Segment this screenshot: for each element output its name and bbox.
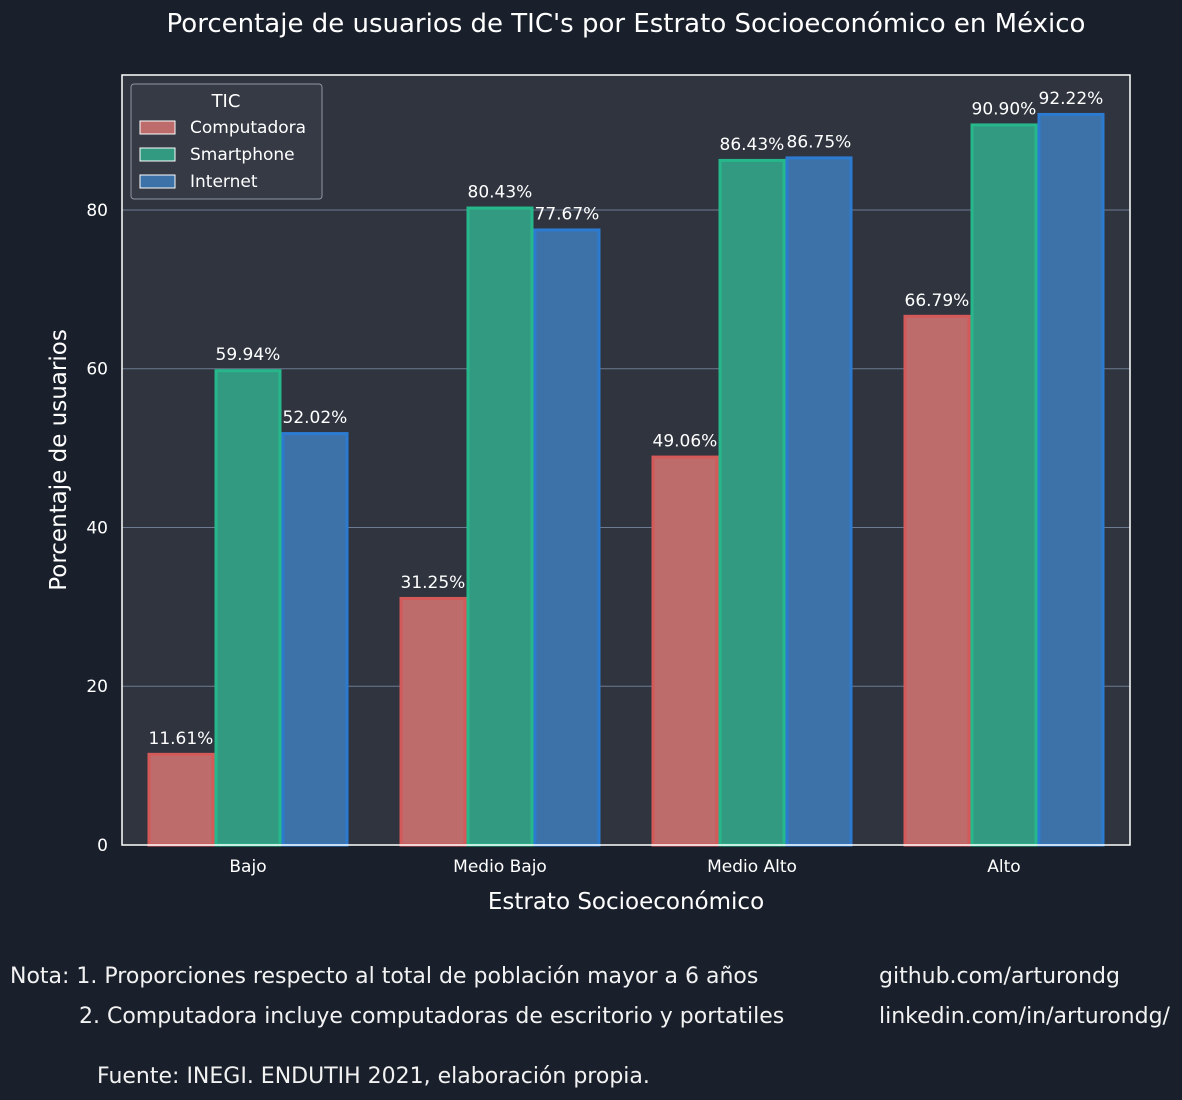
- data-label: 31.25%: [401, 573, 466, 593]
- data-label: 77.67%: [535, 204, 600, 224]
- source-note: Fuente: INEGI. ENDUTIH 2021, elaboración…: [97, 1064, 650, 1089]
- legend-label-smartphone: Smartphone: [190, 145, 295, 165]
- x-axis-label: Estrato Socioeconómico: [488, 889, 764, 915]
- github-link[interactable]: github.com/arturondg: [879, 964, 1120, 989]
- bar-smartphone: [970, 123, 1038, 847]
- x-tick-label: Bajo: [229, 857, 266, 877]
- bar-internet: [281, 432, 349, 847]
- y-tick-label: 80: [86, 201, 108, 221]
- bar-smartphone: [466, 206, 534, 847]
- legend-label-internet: Internet: [190, 172, 258, 192]
- data-label: 49.06%: [653, 432, 718, 452]
- x-tick-label: Medio Alto: [707, 857, 797, 877]
- y-tick-label: 60: [86, 360, 108, 380]
- y-tick-label: 40: [86, 518, 108, 538]
- y-tick-label: 20: [86, 677, 108, 697]
- bar-internet: [785, 156, 853, 847]
- linkedin-link[interactable]: linkedin.com/in/arturondg/: [879, 1004, 1170, 1029]
- data-label: 11.61%: [149, 729, 214, 749]
- legend-swatch-internet: [139, 174, 176, 189]
- legend-swatch-smartphone: [139, 147, 176, 162]
- y-axis-label: Porcentaje de usuarios: [46, 329, 72, 591]
- y-tick-label: 0: [97, 836, 108, 856]
- x-tick-label: Medio Bajo: [453, 857, 547, 877]
- bar-internet: [533, 228, 601, 847]
- note-line-1: Nota: 1. Proporciones respecto al total …: [10, 964, 759, 989]
- data-label: 52.02%: [283, 408, 348, 428]
- data-label: 90.90%: [972, 99, 1037, 119]
- legend-label-computadora: Computadora: [190, 118, 306, 138]
- legend: [130, 83, 323, 200]
- bar-smartphone: [718, 158, 786, 847]
- bar-smartphone: [214, 369, 282, 847]
- plot-frame: [121, 74, 1131, 846]
- x-tick-label: Alto: [987, 857, 1020, 877]
- bar-computadora: [903, 314, 971, 847]
- legend-title: TIC: [211, 91, 241, 112]
- chart: 11.61% 59.94% 52.02% Bajo 31.25% 80.43%77.67%…: [46, 9, 1131, 915]
- data-label: 86.43%: [720, 135, 785, 155]
- chart-title: Porcentaje de usuarios de TIC's por Estr…: [167, 9, 1086, 39]
- note-line-2: 2. Computadora incluye computadoras de e…: [79, 1004, 785, 1029]
- data-label: 86.75%: [787, 132, 852, 152]
- data-label: 92.22%: [1039, 89, 1104, 109]
- data-label: 66.79%: [905, 291, 970, 311]
- bar-computadora: [651, 455, 719, 847]
- bar-computadora: [147, 752, 215, 847]
- data-label: 59.94%: [216, 345, 281, 365]
- bar-computadora: [399, 596, 467, 847]
- legend-swatch-computadora: [139, 120, 176, 135]
- data-label: 80.43%: [468, 183, 533, 203]
- bar-internet: [1037, 112, 1105, 847]
